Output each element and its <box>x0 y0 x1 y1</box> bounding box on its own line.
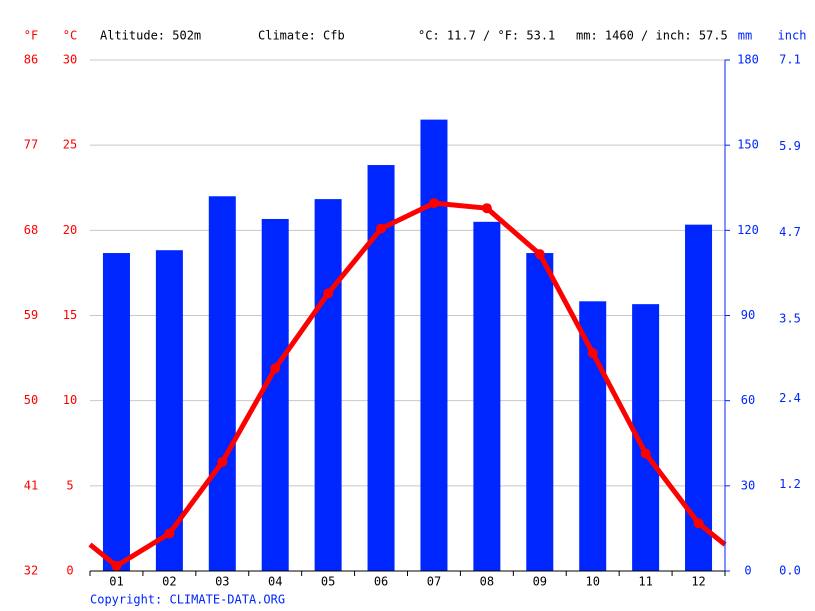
precipitation-bar <box>261 218 289 571</box>
fahrenheit-tick-label: 86 <box>24 53 38 67</box>
temperature-point <box>481 203 492 214</box>
precipitation-bar <box>102 253 130 572</box>
temperature-point <box>111 560 122 571</box>
y-tick-label: 30 <box>63 53 77 67</box>
x-tick-label: 07 <box>427 575 441 589</box>
precipitation-bar <box>526 253 554 572</box>
celsius-unit: °C <box>63 29 77 43</box>
temperature-point <box>428 198 439 209</box>
y2-tick-label: 0 <box>744 564 751 578</box>
y2-tick-label: 30 <box>741 478 755 492</box>
y-tick-label: 5 <box>66 478 73 492</box>
precipitation-bar <box>579 301 607 571</box>
temperature-point <box>587 347 598 358</box>
precipitation-total: mm: 1460 / inch: 57.5 <box>576 29 728 43</box>
temperature-point <box>376 223 387 234</box>
temperature-point <box>323 288 334 299</box>
temperature-point <box>270 363 281 374</box>
x-tick-label: 09 <box>533 575 547 589</box>
precipitation-bar <box>420 119 448 571</box>
x-tick-label: 12 <box>691 575 705 589</box>
temperature-point <box>693 518 704 529</box>
temperature-point <box>164 528 175 539</box>
fahrenheit-tick-label: 68 <box>24 223 38 237</box>
precipitation-bar <box>208 196 236 571</box>
fahrenheit-unit: °F <box>24 29 38 43</box>
temperature-point <box>534 249 545 260</box>
fahrenheit-tick-label: 77 <box>24 138 38 152</box>
y-tick-label: 25 <box>63 138 77 152</box>
y2-tick-label: 60 <box>741 393 755 407</box>
temperature-point <box>217 456 228 467</box>
inch-tick-label: 2.4 <box>779 391 801 405</box>
inch-tick-label: 0.0 <box>779 564 801 578</box>
x-tick-label: 10 <box>585 575 599 589</box>
y2-tick-label: 150 <box>737 138 759 152</box>
y-tick-label: 10 <box>63 393 77 407</box>
precipitation-bar <box>473 221 501 572</box>
inch-tick-label: 1.2 <box>779 477 801 491</box>
temperature-mean: °C: 11.7 / °F: 53.1 <box>418 29 555 43</box>
x-tick-label: 01 <box>109 575 123 589</box>
fahrenheit-tick-label: 41 <box>24 478 38 492</box>
fahrenheit-tick-label: 59 <box>24 308 38 322</box>
mm-unit: mm <box>738 29 752 43</box>
x-tick-label: 05 <box>321 575 335 589</box>
x-tick-label: 02 <box>162 575 176 589</box>
y2-tick-label: 90 <box>741 308 755 322</box>
x-tick-label: 11 <box>638 575 652 589</box>
x-tick-label: 03 <box>215 575 229 589</box>
inch-tick-label: 3.5 <box>779 312 801 326</box>
copyright: Copyright: CLIMATE-DATA.ORG <box>90 593 285 607</box>
climate: Climate: Cfb <box>258 29 345 43</box>
y2-tick-label: 180 <box>737 53 759 67</box>
precipitation-bar <box>314 199 342 571</box>
inch-tick-label: 4.7 <box>779 225 801 239</box>
y-tick-label: 0 <box>66 564 73 578</box>
x-tick-label: 04 <box>268 575 282 589</box>
altitude: Altitude: 502m <box>100 29 201 43</box>
fahrenheit-tick-label: 32 <box>24 564 38 578</box>
inch-tick-label: 7.1 <box>779 53 801 67</box>
inch-tick-label: 5.9 <box>779 139 801 153</box>
y-tick-label: 15 <box>63 308 77 322</box>
temperature-line <box>88 200 727 569</box>
y2-tick-label: 120 <box>737 223 759 237</box>
y-tick-label: 20 <box>63 223 77 237</box>
inch-unit: inch <box>778 29 807 43</box>
temperature-point <box>640 448 651 459</box>
fahrenheit-tick-label: 50 <box>24 393 38 407</box>
x-tick-label: 08 <box>480 575 494 589</box>
x-tick-label: 06 <box>374 575 388 589</box>
